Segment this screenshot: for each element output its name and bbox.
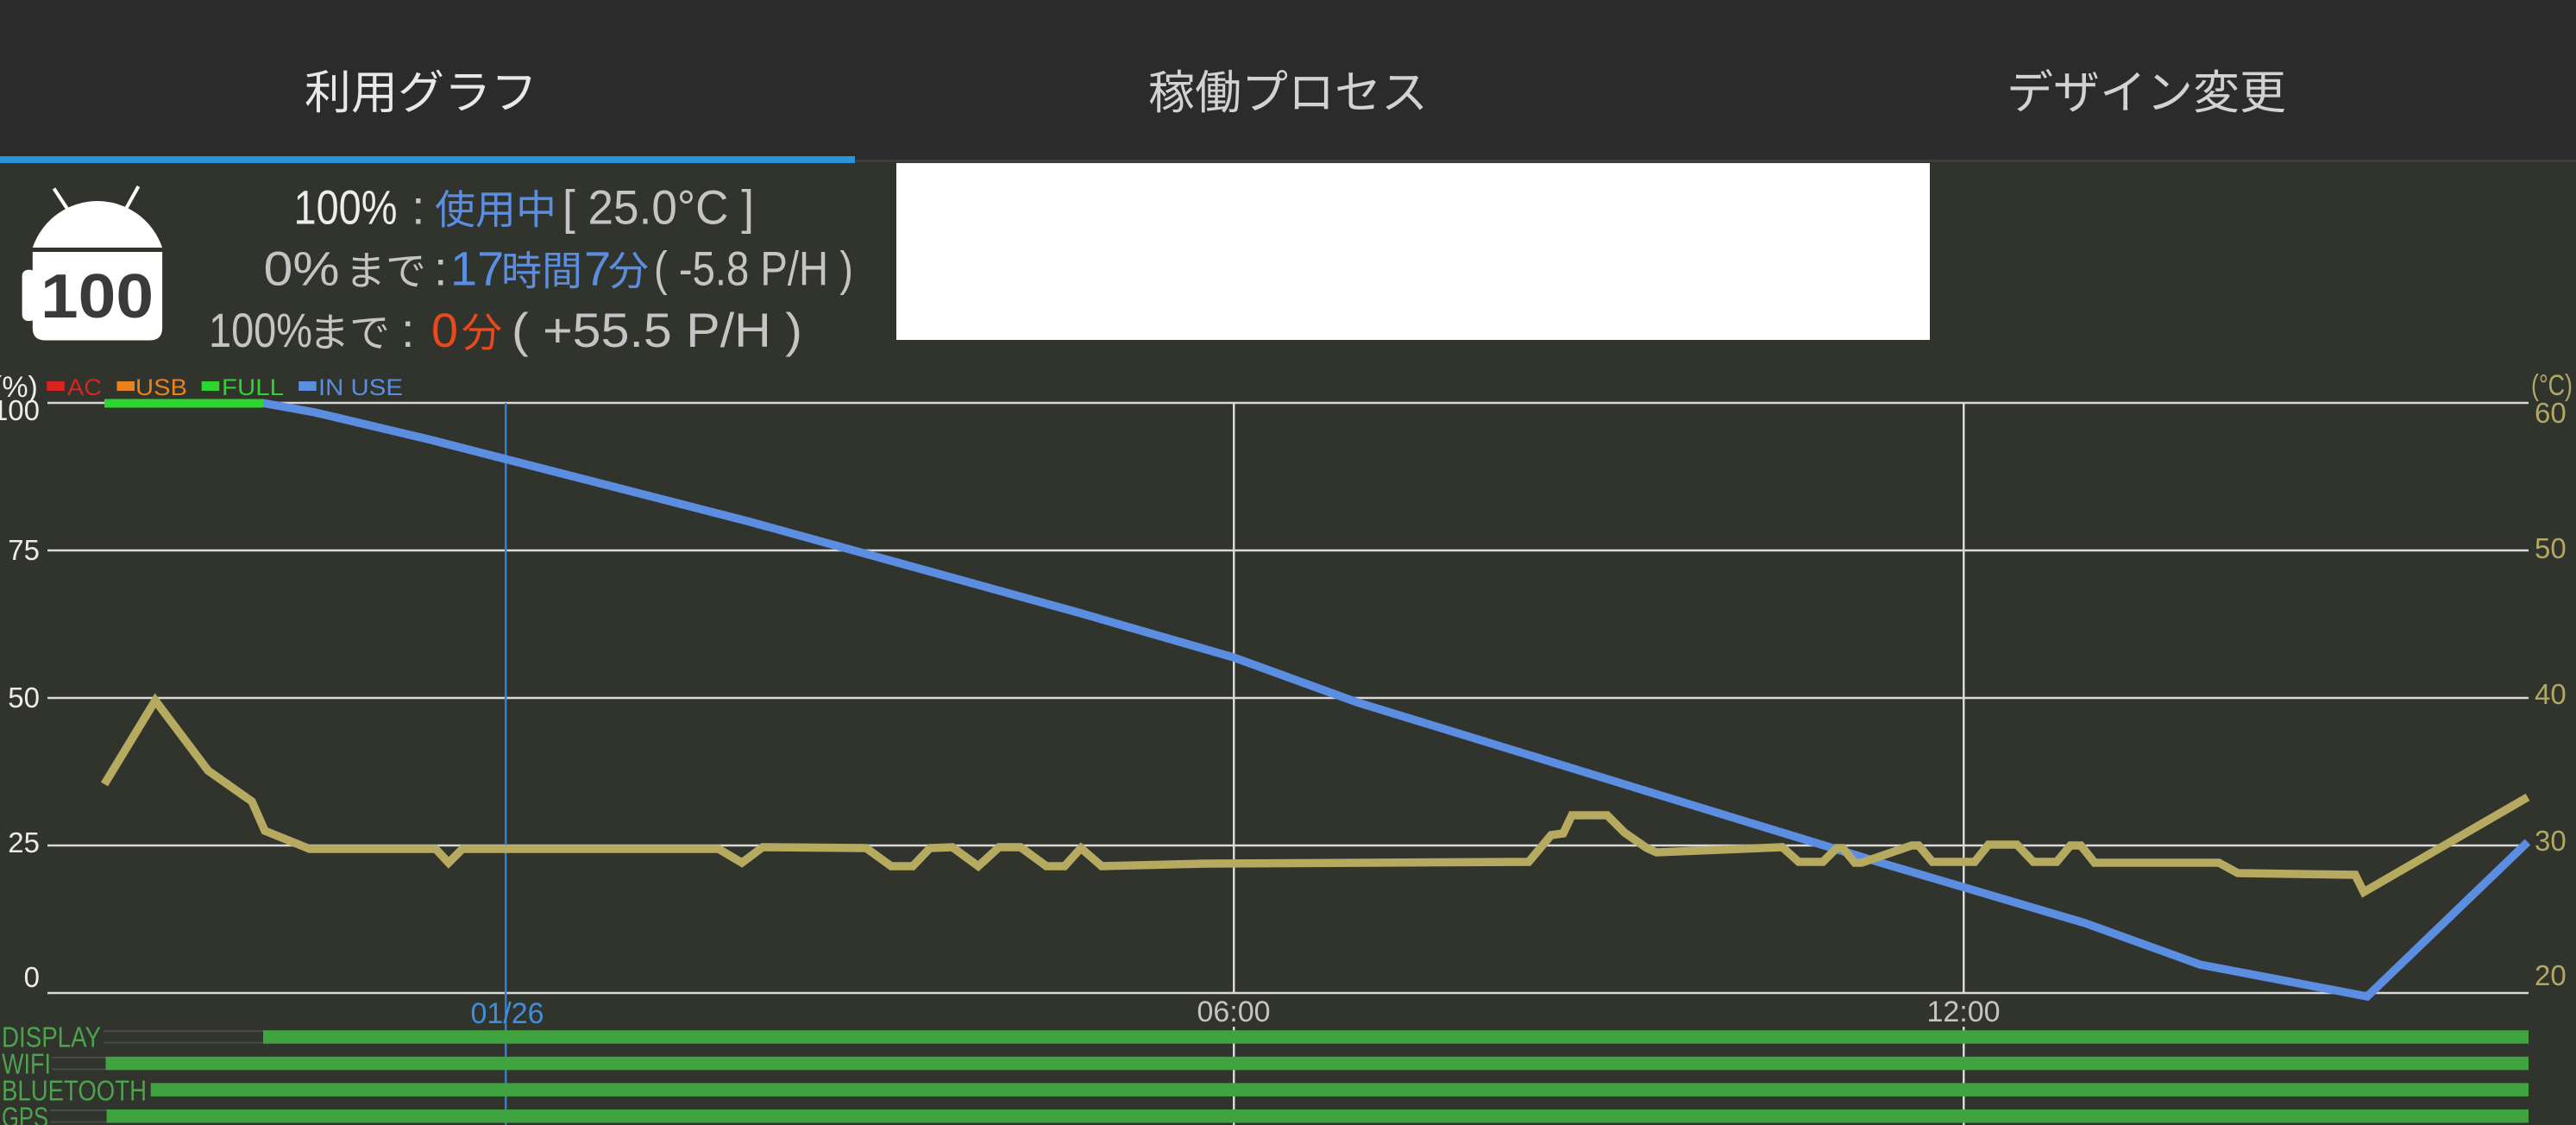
svg-text:100%: 100%: [209, 303, 312, 357]
svg-text:( +55.5 P/H ): ( +55.5 P/H ): [512, 303, 802, 357]
svg-text:30: 30: [2535, 825, 2567, 857]
svg-text:12:00: 12:00: [1926, 996, 2000, 1028]
svg-text:20: 20: [2535, 959, 2567, 991]
svg-text:60: 60: [2535, 397, 2567, 429]
svg-text::: :: [412, 180, 425, 235]
svg-text:06:00: 06:00: [1197, 996, 1270, 1028]
svg-text:100%: 100%: [294, 180, 398, 235]
svg-text:75: 75: [8, 534, 40, 566]
svg-text::: :: [434, 242, 448, 296]
svg-text:USB: USB: [135, 374, 187, 400]
svg-text:( -5.8 P/H ): ( -5.8 P/H ): [654, 242, 853, 296]
svg-text:50: 50: [8, 682, 40, 713]
svg-text:WIFI: WIFI: [2, 1048, 51, 1080]
svg-text:[ 25.0°C ]: [ 25.0°C ]: [562, 180, 754, 235]
svg-text:0: 0: [24, 961, 40, 993]
svg-text:FULL: FULL: [222, 374, 284, 400]
svg-text:GPS: GPS: [2, 1102, 48, 1125]
svg-text:25: 25: [8, 826, 40, 858]
svg-text:IN USE: IN USE: [318, 374, 403, 400]
svg-text:100: 100: [0, 394, 40, 426]
svg-text:(%): (%): [0, 371, 38, 404]
svg-text:40: 40: [2535, 678, 2567, 710]
svg-text:0%: 0%: [264, 242, 340, 296]
svg-text:DISPLAY: DISPLAY: [2, 1021, 101, 1053]
svg-text:(°C): (°C): [2531, 369, 2573, 402]
svg-text:17: 17: [450, 242, 504, 296]
svg-text:0: 0: [431, 303, 458, 357]
svg-text::: :: [401, 303, 415, 357]
svg-text:AC: AC: [67, 374, 102, 400]
svg-text:100: 100: [41, 262, 154, 331]
svg-text:50: 50: [2535, 532, 2567, 564]
svg-text:01/26: 01/26: [470, 997, 543, 1030]
svg-text:7: 7: [584, 242, 611, 296]
svg-text:BLUETOOTH: BLUETOOTH: [2, 1075, 147, 1107]
